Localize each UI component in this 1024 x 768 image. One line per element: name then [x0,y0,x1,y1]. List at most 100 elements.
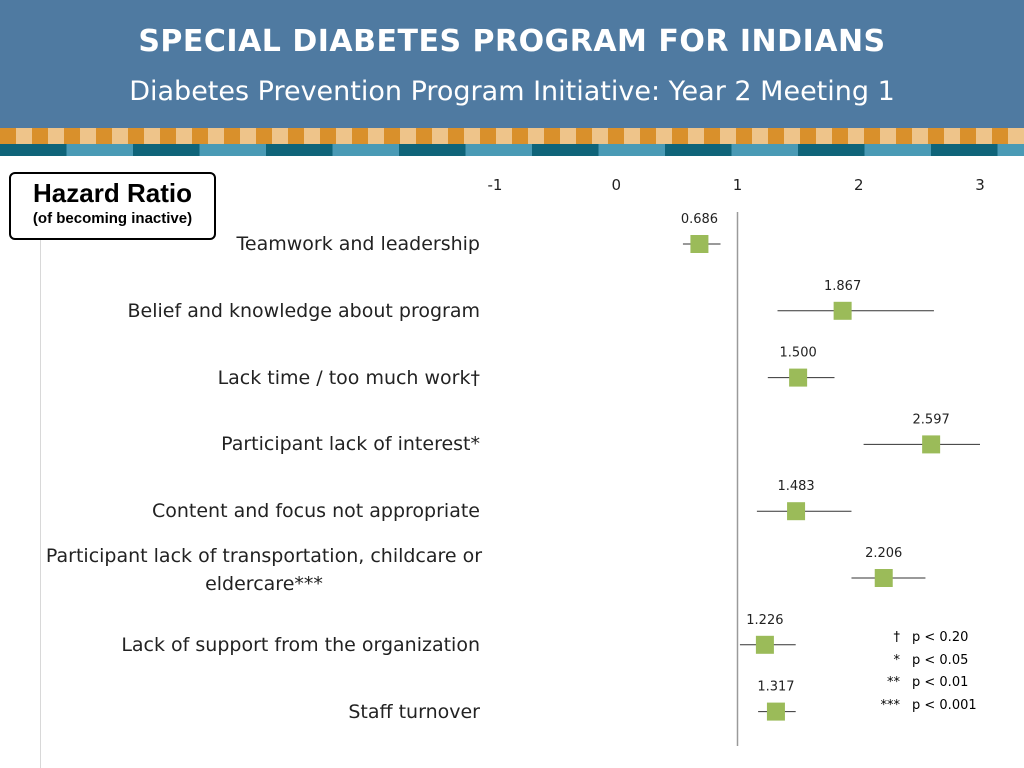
hazard-ratio-marker [874,569,893,587]
band-tile [32,128,48,144]
band-tile [400,128,416,144]
data-label: 0.686 [681,212,718,227]
band-tile [80,128,96,144]
legend-text: p < 0.05 [912,652,969,668]
x-tick-label: 3 [975,176,985,194]
data-label: 1.483 [777,479,814,494]
band-tile [944,128,960,144]
data-label: 1.867 [824,279,861,294]
band-tile [332,144,399,156]
hazard-ratio-box: Hazard Ratio (of becoming inactive) [9,172,216,240]
band-tile [608,128,624,144]
band-tile [64,128,80,144]
band-tile [256,128,272,144]
band-tile [160,128,176,144]
x-tick-label: -1 [488,176,503,194]
band-tile [731,144,798,156]
band-tile [128,128,144,144]
band-tile [384,128,400,144]
legend-text: p < 0.20 [912,630,969,645]
band-tile [928,128,944,144]
band-tile [96,128,112,144]
band-tile [0,128,16,144]
band-tile [640,128,656,144]
band-tile [240,128,256,144]
data-label: 2.206 [865,546,902,561]
band-tile [848,128,864,144]
band-tile [352,128,368,144]
x-tick-label: 2 [854,176,864,194]
legend-symbol: † [893,630,901,645]
band-tile [48,128,64,144]
legend-row: † p < 0.20 [860,630,977,653]
hazard-ratio-marker [789,368,808,387]
band-tile [976,128,992,144]
band-tile [560,128,576,144]
band-tile [16,128,32,144]
legend-text: p < 0.001 [912,697,977,713]
hazard-ratio-marker [690,235,709,253]
hazard-ratio-marker [833,301,852,320]
band-tile [912,128,928,144]
band-tile [399,144,466,156]
slide-subtitle: Diabetes Prevention Program Initiative: … [129,76,895,107]
band-tile [112,128,128,144]
band-tile [896,128,912,144]
band-tile [864,128,880,144]
row-label: Lack time / too much work† [217,366,480,389]
band-tile [672,128,688,144]
band-tile [199,144,266,156]
band-tile [208,128,224,144]
band-tile [931,144,998,156]
row-label: Belief and knowledge about program [127,299,480,322]
band-tile [272,128,288,144]
hazard-ratio-marker [787,502,806,521]
x-tick-label: 0 [611,176,621,194]
band-tile [997,144,1024,156]
band-tile [784,128,800,144]
hazard-ratio-marker [922,435,941,454]
legend-row: *** p < 0.001 [860,698,977,721]
data-label: 1.226 [746,613,783,628]
row-label: Staff turnover [348,700,480,723]
row-label: Content and focus not appropriate [151,500,480,523]
slide-title: SPECIAL DIABETES PROGRAM FOR INDIANS [138,24,886,59]
band-tile [288,128,304,144]
header-banner: SPECIAL DIABETES PROGRAM FOR INDIANS Dia… [0,0,1024,128]
legend-text: p < 0.01 [912,675,969,690]
band-tile [688,128,704,144]
legend-symbol: * [893,652,901,668]
data-label: 1.317 [757,680,794,695]
hazard-ratio-marker [766,702,785,721]
legend-row: ** p < 0.01 [860,675,977,698]
band-tile [704,128,720,144]
band-tile [320,128,336,144]
decorative-band-teal [0,144,1024,156]
decorative-band-orange [0,128,1024,144]
band-tile [592,128,608,144]
band-tile [176,128,192,144]
band-tile [576,128,592,144]
band-tile [598,144,665,156]
band-tile [448,128,464,144]
data-label: 2.597 [913,412,950,427]
band-tile [465,144,532,156]
data-label: 1.500 [780,346,817,361]
band-tile [0,144,67,156]
row-label: Participant lack of interest* [221,433,480,456]
band-tile [512,128,528,144]
band-tile [133,144,200,156]
band-tile [432,128,448,144]
band-tile [656,128,672,144]
band-tile [544,128,560,144]
band-tile [665,144,732,156]
hazard-ratio-marker [755,635,774,654]
band-tile [960,128,976,144]
band-tile [304,128,320,144]
band-tile [768,128,784,144]
row-label: Teamwork and leadership [236,233,480,255]
band-tile [1008,128,1024,144]
band-tile [816,128,832,144]
legend-symbol: *** [880,697,901,713]
band-tile [368,128,384,144]
